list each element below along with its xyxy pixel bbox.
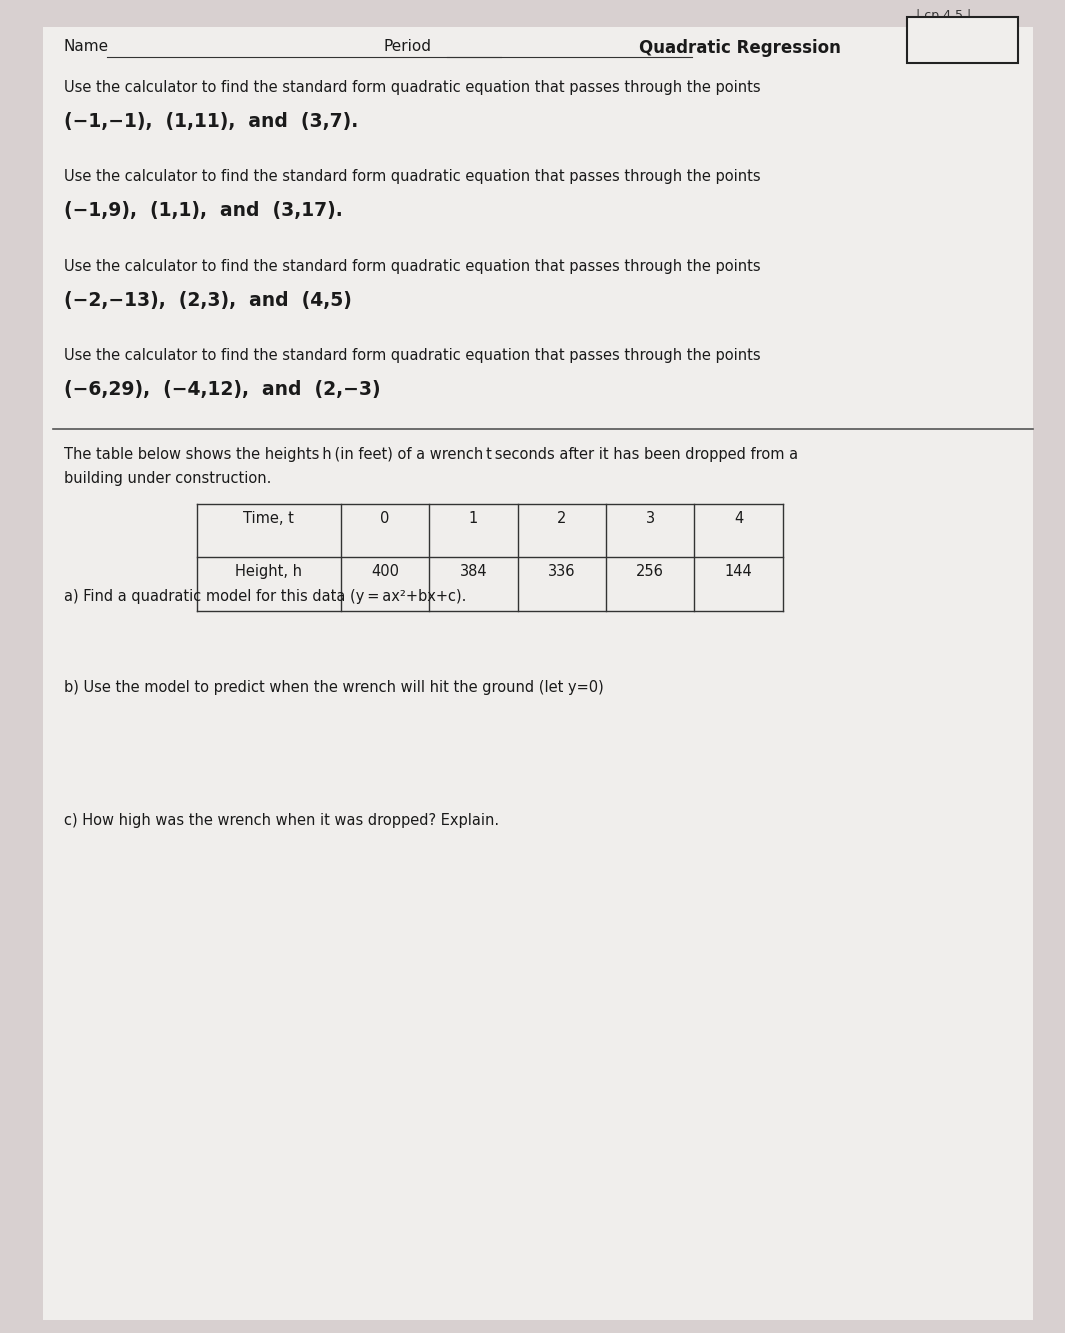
Text: a) Find a quadratic model for this data (y = ax²+bx+c).: a) Find a quadratic model for this data … xyxy=(64,589,466,604)
Text: 144: 144 xyxy=(724,564,753,580)
Text: Use the calculator to find the standard form quadratic equation that passes thro: Use the calculator to find the standard … xyxy=(64,348,760,363)
Text: 1: 1 xyxy=(469,511,478,527)
Text: Quadratic Regression: Quadratic Regression xyxy=(639,39,841,57)
Text: Use the calculator to find the standard form quadratic equation that passes thro: Use the calculator to find the standard … xyxy=(64,259,760,273)
FancyBboxPatch shape xyxy=(43,27,1033,1320)
Text: building under construction.: building under construction. xyxy=(64,471,272,485)
Text: Name: Name xyxy=(64,39,109,53)
Text: c) How high was the wrench when it was dropped? Explain.: c) How high was the wrench when it was d… xyxy=(64,813,499,828)
Text: Use the calculator to find the standard form quadratic equation that passes thro: Use the calculator to find the standard … xyxy=(64,80,760,95)
FancyBboxPatch shape xyxy=(907,17,1018,63)
Text: 0: 0 xyxy=(380,511,390,527)
Text: (−1,−1),  (1,11),  and  (3,7).: (−1,−1), (1,11), and (3,7). xyxy=(64,112,358,131)
Text: Use the calculator to find the standard form quadratic equation that passes thro: Use the calculator to find the standard … xyxy=(64,169,760,184)
Text: 2: 2 xyxy=(557,511,567,527)
Text: Height, h: Height, h xyxy=(235,564,302,580)
Text: b) Use the model to predict when the wrench will hit the ground (let y=0): b) Use the model to predict when the wre… xyxy=(64,680,604,694)
Text: 400: 400 xyxy=(371,564,399,580)
Text: | cp 4 5 |: | cp 4 5 | xyxy=(916,9,971,23)
Text: (−2,−13),  (2,3),  and  (4,5): (−2,−13), (2,3), and (4,5) xyxy=(64,291,351,309)
Text: 384: 384 xyxy=(460,564,487,580)
Text: (−1,9),  (1,1),  and  (3,17).: (−1,9), (1,1), and (3,17). xyxy=(64,201,343,220)
Text: Period: Period xyxy=(383,39,431,53)
Text: Time, t: Time, t xyxy=(244,511,294,527)
Text: SB 4-8: SB 4-8 xyxy=(914,29,969,44)
Text: 4: 4 xyxy=(734,511,743,527)
Text: 256: 256 xyxy=(636,564,665,580)
Text: 3: 3 xyxy=(645,511,655,527)
Text: The table below shows the heights h (in feet) of a wrench t seconds after it has: The table below shows the heights h (in … xyxy=(64,447,798,461)
Text: (−6,29),  (−4,12),  and  (2,−3): (−6,29), (−4,12), and (2,−3) xyxy=(64,380,380,399)
Text: 336: 336 xyxy=(548,564,575,580)
